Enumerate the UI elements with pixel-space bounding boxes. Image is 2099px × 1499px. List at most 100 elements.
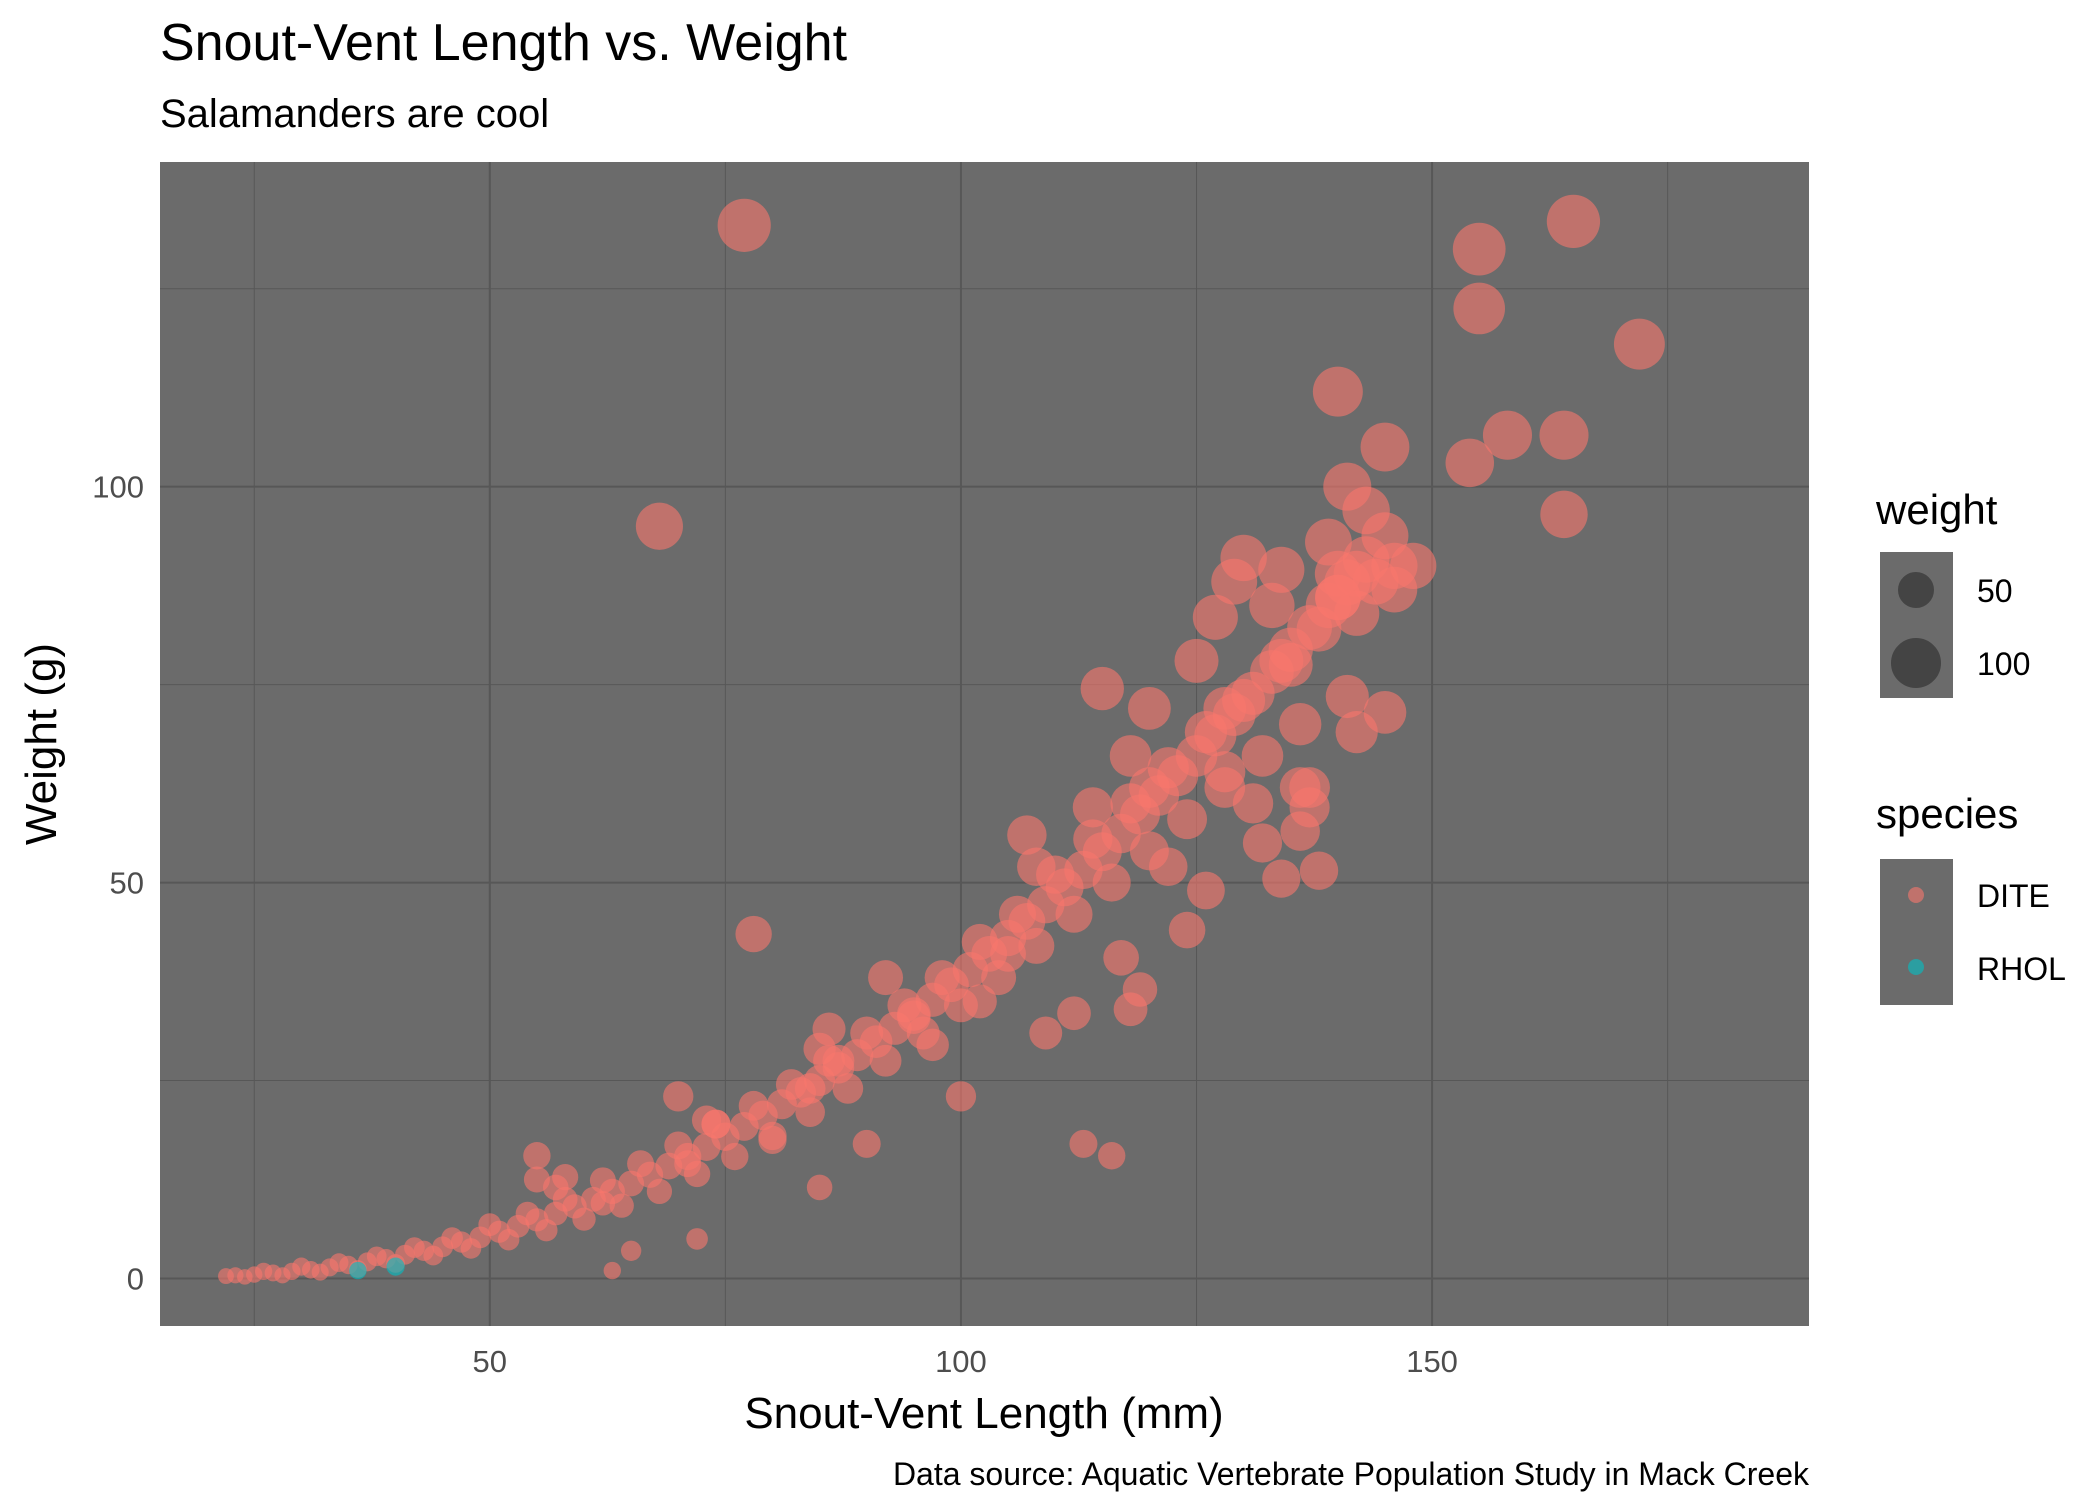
grid-lines — [160, 162, 1809, 1326]
data-point-dite — [1167, 799, 1208, 840]
data-point-dite — [1204, 751, 1246, 793]
data-point-dite — [1103, 939, 1139, 976]
data-point-dite — [738, 1090, 769, 1121]
data-point-dite — [1289, 767, 1330, 808]
data-point-dite — [311, 1263, 329, 1281]
data-point-dite — [237, 1269, 253, 1285]
x-axis-title: Snout-Vent Length (mm) — [744, 1389, 1223, 1438]
data-point-dite — [1122, 972, 1158, 1007]
y-tick-label: 50 — [110, 866, 144, 901]
data-point-dite — [822, 1044, 855, 1077]
data-point-dite — [1363, 690, 1407, 734]
y-axis-title: Weight (g) — [17, 643, 66, 845]
data-point-dite — [1007, 815, 1047, 855]
y-axis: 0 50 100 — [92, 470, 144, 1297]
data-point-dite — [404, 1237, 425, 1258]
data-point-dite — [646, 1178, 673, 1205]
data-point-dite — [1312, 366, 1363, 417]
data-point-dite — [620, 1240, 642, 1261]
data-point-dite — [674, 1150, 702, 1178]
data-points — [218, 194, 1665, 1285]
chart-title: Snout-Vent Length vs. Weight — [160, 14, 848, 72]
data-point-dite — [1168, 911, 1206, 949]
data-point-dite — [478, 1213, 502, 1237]
data-point-dite — [1241, 735, 1284, 777]
size-legend-title: weight — [1875, 486, 1998, 533]
data-point-dite — [1445, 438, 1495, 488]
chart-subtitle: Salamanders are cool — [160, 92, 549, 136]
data-point-dite — [1232, 783, 1274, 824]
data-point-dite — [1018, 927, 1055, 964]
data-point-dite — [924, 960, 960, 996]
data-point-dite — [423, 1245, 444, 1266]
data-point-dite — [1174, 638, 1219, 683]
data-point-dite — [998, 895, 1037, 933]
size-legend: weight 50 100 — [1875, 486, 2030, 698]
data-point-dite — [869, 1044, 902, 1077]
data-point-dite — [1390, 542, 1437, 589]
data-point-dite — [515, 1201, 540, 1226]
data-point-dite — [735, 915, 772, 953]
data-point-dite — [1148, 847, 1188, 886]
data-point-dite — [1092, 863, 1131, 902]
data-point-dite — [603, 1261, 621, 1280]
data-point-dite — [1540, 490, 1588, 539]
data-point-dite — [916, 1028, 949, 1062]
data-point-dite — [1073, 819, 1113, 859]
x-axis: 50 100 150 — [473, 1344, 1458, 1379]
data-point-dite — [1109, 735, 1152, 777]
data-point-dite — [663, 1081, 694, 1112]
data-point-dite — [1187, 871, 1225, 910]
data-point-dite — [1057, 996, 1091, 1031]
size-legend-key-50 — [1898, 572, 1934, 608]
data-point-dite — [701, 1109, 731, 1139]
data-point-dite — [255, 1262, 273, 1280]
data-point-dite — [1249, 582, 1295, 629]
data-point-dite — [758, 1125, 787, 1155]
data-point-dite — [609, 1193, 634, 1218]
x-tick-label: 100 — [935, 1344, 987, 1379]
data-point-dite — [1268, 642, 1313, 687]
data-point-dite — [897, 1000, 931, 1034]
data-point-dite — [535, 1218, 558, 1242]
data-point-dite — [850, 1016, 884, 1050]
data-point-dite — [1055, 895, 1093, 933]
data-point-dite — [274, 1267, 291, 1284]
data-point-dite — [1453, 282, 1506, 335]
size-legend-label-50: 50 — [1977, 573, 2013, 609]
data-point-dite — [1325, 674, 1369, 719]
data-point-dite — [812, 1012, 846, 1046]
data-point-dite — [329, 1253, 349, 1273]
data-point-dite — [366, 1246, 387, 1267]
data-point-rhol — [349, 1261, 367, 1280]
data-point-dite — [962, 984, 997, 1019]
x-tick-label: 50 — [473, 1344, 507, 1379]
color-legend-key-dite — [1908, 887, 1924, 903]
color-legend-label-dite: DITE — [1977, 878, 2050, 914]
data-point-dite — [572, 1207, 596, 1231]
data-point-dite — [832, 1073, 864, 1104]
data-point-dite — [441, 1227, 463, 1249]
data-point-dite — [1242, 823, 1283, 863]
y-tick-label: 100 — [92, 470, 144, 505]
data-point-dite — [497, 1228, 520, 1251]
x-tick-label: 150 — [1406, 1344, 1458, 1379]
data-point-dite — [1323, 462, 1372, 511]
plot-panel — [160, 162, 1809, 1326]
data-point-dite — [1072, 787, 1113, 828]
data-point-dite — [717, 198, 771, 252]
data-point-dite — [795, 1097, 825, 1127]
data-point-dite — [868, 960, 904, 996]
color-legend: species DITE RHOL — [1876, 790, 2066, 1005]
color-legend-key-rhol — [1908, 959, 1924, 975]
data-point-rhol — [386, 1257, 405, 1276]
color-legend-title: species — [1876, 790, 2018, 837]
data-point-dite — [1262, 859, 1301, 898]
data-point-dite — [1220, 534, 1267, 582]
data-point-dite — [1360, 422, 1410, 472]
data-point-dite — [1203, 686, 1247, 730]
data-point-dite — [1539, 410, 1589, 460]
data-point-dite — [1546, 194, 1601, 249]
data-point-dite — [1452, 222, 1506, 276]
